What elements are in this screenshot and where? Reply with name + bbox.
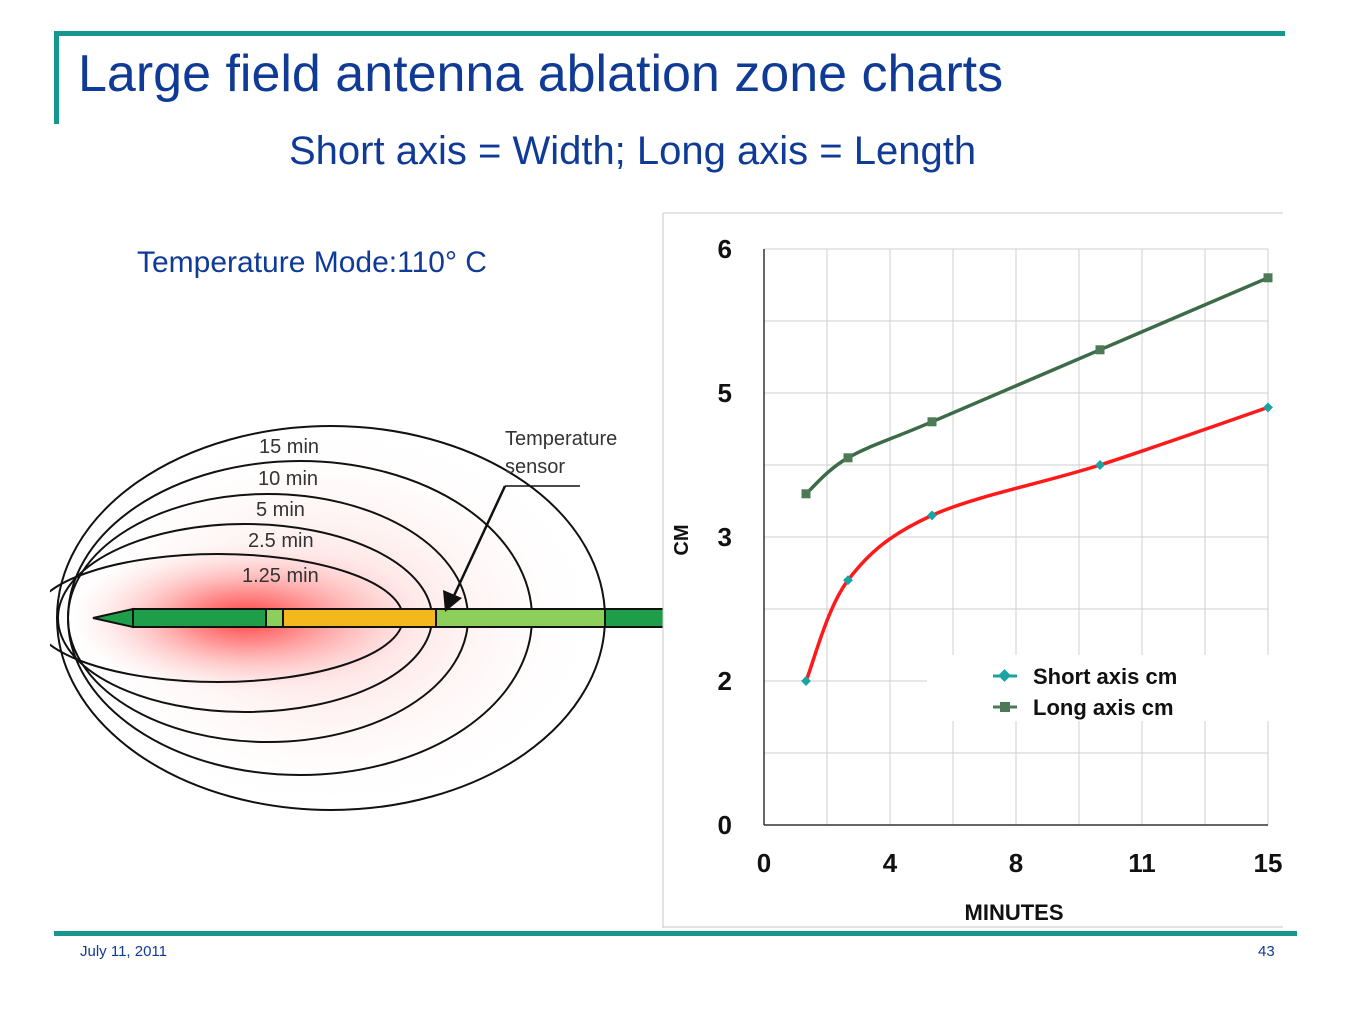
y-tick-label: 6 <box>718 234 732 264</box>
chart: 0 2 3 5 6 0 4 8 11 15 MINUTES CM Short axis cm L… <box>662 212 1283 928</box>
x-tick-label: 0 <box>757 848 771 878</box>
legend-background <box>927 655 1270 721</box>
data-point-short-axis-cm <box>843 575 853 586</box>
y-tick-label: 0 <box>718 810 732 840</box>
x-tick-label: 11 <box>1128 848 1156 878</box>
legend-label-short-axis: Short axis cm <box>1033 664 1177 689</box>
chart-legend: Short axis cm Long axis cm <box>927 655 1270 721</box>
series-line-long-axis-cm <box>804 276 1269 496</box>
bottom-accent-bar <box>54 931 1297 936</box>
chart-series <box>801 273 1273 686</box>
sensor-label-line1: Temperature <box>505 428 617 450</box>
x-tick-labels: 0 4 8 11 15 <box>757 848 1283 878</box>
sensor-arrow <box>450 485 507 601</box>
y-tick-label: 2 <box>718 666 732 696</box>
top-accent-bar <box>54 31 1285 36</box>
sensor-arrow-head <box>443 590 462 612</box>
ablation-diagram: 15 min 10 min 5 min 2.5 min 1.25 min Tem… <box>50 423 663 813</box>
chart-axes <box>763 249 1268 826</box>
y-tick-label: 3 <box>718 522 732 552</box>
y-tick-label: 5 <box>718 378 732 408</box>
zone-label-15min: 15 min <box>259 436 319 458</box>
x-tick-label: 8 <box>1009 848 1023 878</box>
data-point-long-axis-cm <box>927 417 937 427</box>
legend-label-long-axis: Long axis cm <box>1033 695 1174 720</box>
zone-label-1-25min: 1.25 min <box>242 565 319 587</box>
antenna <box>92 607 663 629</box>
data-point-short-axis-cm <box>801 676 811 686</box>
legend-marker-long-axis <box>1000 702 1010 712</box>
slide-date: July 11, 2011 <box>80 943 168 960</box>
y-axis-label: CM <box>671 524 693 555</box>
data-point-long-axis-cm <box>1263 273 1273 283</box>
zone-label-5min: 5 min <box>256 499 305 521</box>
y-tick-labels: 0 2 3 5 6 <box>718 234 732 840</box>
left-accent-bar <box>54 31 59 124</box>
slide-subtitle: Short axis = Width; Long axis = Length <box>289 129 977 173</box>
data-point-short-axis-cm <box>1095 460 1105 470</box>
temperature-mode-label: Temperature Mode:110° C <box>137 246 487 279</box>
data-point-short-axis-cm <box>1263 402 1273 413</box>
series-line-short-axis-cm <box>804 405 1269 682</box>
chart-grid <box>764 248 1269 825</box>
x-tick-label: 15 <box>1254 848 1283 878</box>
zone-label-2-5min: 2.5 min <box>248 530 314 552</box>
zone-label-10min: 10 min <box>258 468 318 490</box>
slide-page-number: 43 <box>1258 943 1275 960</box>
data-point-long-axis-cm <box>843 453 853 463</box>
slide-title: Large field antenna ablation zone charts <box>78 45 1004 103</box>
x-tick-label: 4 <box>883 848 898 878</box>
x-axis-label: MINUTES <box>965 900 1064 925</box>
data-point-long-axis-cm <box>801 489 811 499</box>
sensor-label-line2: sensor <box>505 456 565 478</box>
data-point-long-axis-cm <box>1095 345 1105 355</box>
